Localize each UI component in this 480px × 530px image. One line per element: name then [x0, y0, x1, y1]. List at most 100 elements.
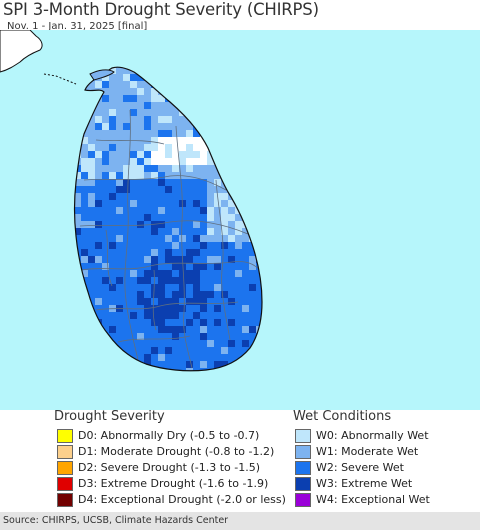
spi-cell — [158, 291, 165, 298]
spi-cell — [151, 116, 158, 123]
spi-cell — [95, 242, 102, 249]
spi-cell — [102, 319, 109, 326]
spi-cell — [123, 74, 130, 81]
spi-cell — [123, 102, 130, 109]
spi-cell — [116, 193, 123, 200]
spi-cell — [130, 102, 137, 109]
spi-cell — [123, 221, 130, 228]
spi-cell — [186, 249, 193, 256]
spi-cell — [193, 186, 200, 193]
spi-cell — [151, 95, 158, 102]
spi-cell — [137, 207, 144, 214]
spi-cell — [221, 214, 228, 221]
spi-cell — [95, 179, 102, 186]
spi-cell — [109, 116, 116, 123]
spi-cell — [242, 291, 249, 298]
spi-cell — [158, 109, 165, 116]
spi-cell — [228, 228, 235, 235]
spi-cell — [158, 151, 165, 158]
legend-label-w0: W0: Abnormally Wet — [316, 429, 429, 442]
spi-cell — [102, 172, 109, 179]
spi-cell — [235, 235, 242, 242]
spi-cell — [193, 326, 200, 333]
spi-cell — [228, 291, 235, 298]
spi-cell — [123, 116, 130, 123]
spi-cell — [123, 123, 130, 130]
spi-cell — [242, 277, 249, 284]
spi-cell — [235, 228, 242, 235]
spi-cell — [186, 277, 193, 284]
spi-cell — [221, 354, 228, 361]
spi-cell — [179, 312, 186, 319]
legend-item-w1: W1: Moderate Wet — [295, 444, 418, 459]
spi-cell — [193, 228, 200, 235]
spi-cell — [235, 326, 242, 333]
spi-cell — [165, 347, 172, 354]
spi-cell — [193, 333, 200, 340]
spi-cell — [158, 144, 165, 151]
spi-cell — [200, 319, 207, 326]
spi-cell — [228, 305, 235, 312]
spi-cell — [151, 123, 158, 130]
spi-cell — [116, 109, 123, 116]
spi-cell — [165, 284, 172, 291]
spi-cell — [81, 165, 88, 172]
spi-cell — [165, 354, 172, 361]
spi-cell — [130, 263, 137, 270]
spi-cell — [214, 298, 221, 305]
spi-cell — [200, 333, 207, 340]
spi-cell — [151, 291, 158, 298]
spi-cell — [221, 291, 228, 298]
spi-cell — [137, 193, 144, 200]
spi-cell — [249, 298, 256, 305]
spi-cell — [186, 172, 193, 179]
spi-cell — [172, 116, 179, 123]
spi-cell — [221, 298, 228, 305]
spi-cell — [207, 298, 214, 305]
spi-cell — [235, 305, 242, 312]
legend-item-d0: D0: Abnormally Dry (-0.5 to -0.7) — [57, 428, 259, 443]
spi-cell — [88, 228, 95, 235]
spi-cell — [102, 74, 109, 81]
spi-cell — [242, 256, 249, 263]
spi-cell — [102, 179, 109, 186]
swatch-w1 — [295, 444, 311, 459]
spi-cell — [102, 81, 109, 88]
spi-cell — [116, 88, 123, 95]
spi-cell — [137, 256, 144, 263]
spi-cell — [158, 249, 165, 256]
spi-cell — [95, 109, 102, 116]
spi-cell — [165, 172, 172, 179]
spi-cell — [144, 235, 151, 242]
spi-cell — [109, 326, 116, 333]
spi-cell — [109, 312, 116, 319]
spi-cell — [158, 102, 165, 109]
spi-cell — [179, 179, 186, 186]
spi-cell — [221, 263, 228, 270]
spi-cell — [130, 151, 137, 158]
spi-cell — [186, 312, 193, 319]
jaffna-peninsula — [89, 69, 115, 81]
spi-cell — [186, 221, 193, 228]
spi-cell — [228, 319, 235, 326]
spi-cell — [137, 165, 144, 172]
spi-cell — [144, 319, 151, 326]
spi-cell — [137, 123, 144, 130]
spi-cell — [137, 200, 144, 207]
spi-cell — [158, 235, 165, 242]
spi-cell — [109, 291, 116, 298]
spi-cell — [123, 172, 130, 179]
spi-cell — [109, 277, 116, 284]
spi-cell — [123, 340, 130, 347]
spi-cell — [256, 298, 262, 305]
spi-cell — [200, 158, 207, 165]
spi-cell — [221, 333, 228, 340]
spi-cell — [158, 298, 165, 305]
swatch-w4 — [295, 492, 311, 507]
spi-cell — [207, 270, 214, 277]
spi-cell — [193, 263, 200, 270]
spi-cell — [74, 228, 81, 235]
spi-cell — [193, 361, 200, 368]
spi-cell — [214, 172, 221, 179]
spi-cell — [109, 221, 116, 228]
